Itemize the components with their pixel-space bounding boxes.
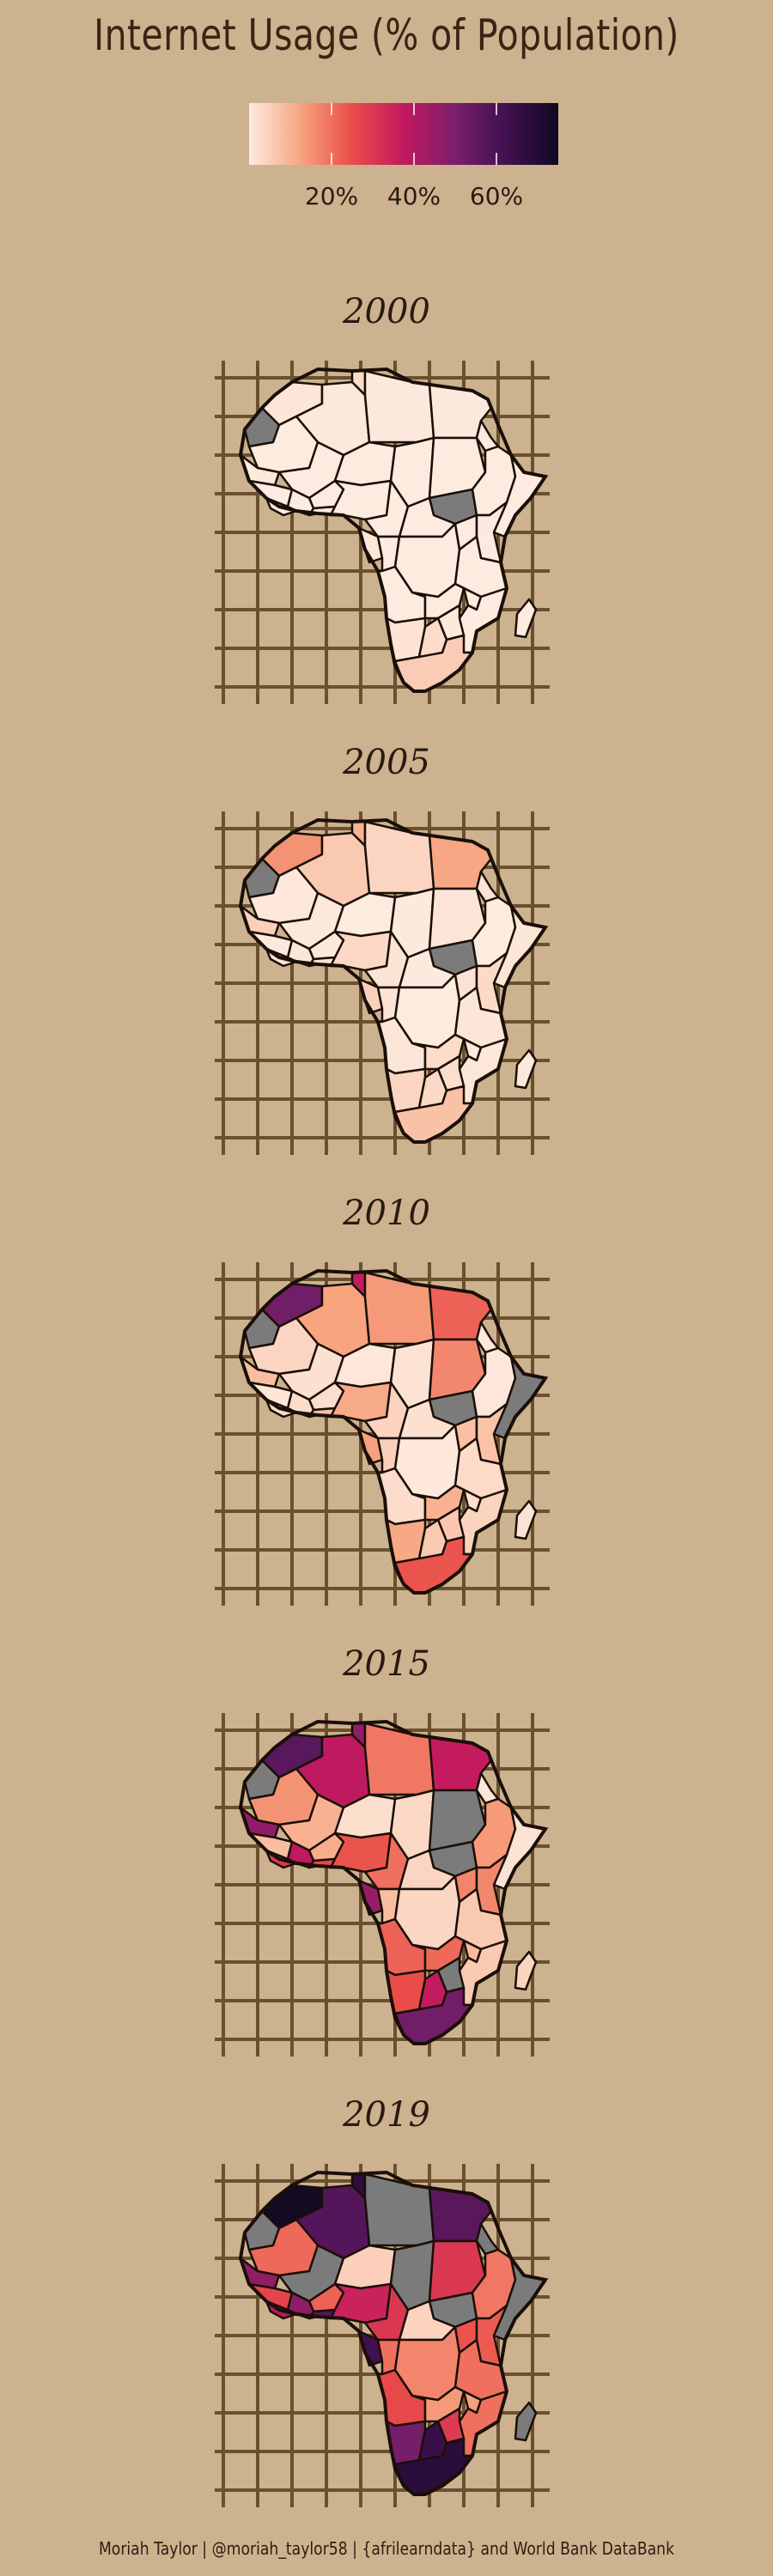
colorbar-tick-label: 40% — [387, 182, 441, 210]
map-panel-2015 — [215, 1704, 558, 2069]
colorbar-legend: 20% 40% 60% — [249, 103, 558, 210]
africa-map — [215, 811, 550, 1155]
africa-map — [215, 1262, 550, 1606]
africa-map — [215, 1713, 550, 2057]
caption: Moriah Taylor | @moriah_taylor58 | {afri… — [98, 2538, 675, 2559]
map-panel-2000 — [215, 352, 558, 716]
continent-outline — [238, 367, 549, 693]
map-panel-2010 — [215, 1254, 558, 1618]
country-nigeria — [329, 2282, 393, 2324]
country-madagascar — [514, 598, 538, 639]
country-nigeria — [329, 1381, 393, 1423]
country-nigeria — [329, 1832, 393, 1874]
continent-outline — [238, 817, 549, 1144]
panel-title-2015: 2015 — [343, 1644, 430, 1684]
africa-map — [215, 361, 550, 704]
map-panel-2019 — [215, 2155, 558, 2519]
panel-title-2010: 2010 — [343, 1194, 430, 1233]
country-libya — [363, 1722, 435, 1796]
africa-map — [215, 2164, 550, 2507]
continent-outline — [238, 1268, 549, 1595]
map-panel-2005 — [215, 803, 558, 1167]
panel-title-2005: 2005 — [343, 743, 430, 782]
country-eritrea — [475, 870, 500, 903]
country-eritrea — [475, 1321, 500, 1354]
panel-title-2019: 2019 — [343, 2095, 430, 2135]
continent-outline — [238, 2170, 549, 2496]
country-madagascar — [514, 2401, 538, 2442]
country-eritrea — [475, 419, 500, 453]
country-eritrea — [475, 1771, 500, 1805]
continent-outline — [238, 1719, 549, 2045]
country-nigeria — [329, 930, 393, 972]
country-libya — [363, 369, 435, 444]
country-madagascar — [514, 1048, 538, 1090]
country-madagascar — [514, 1950, 538, 1991]
country-libya — [363, 2172, 435, 2247]
chart-title: Internet Usage (% of Population) — [94, 10, 679, 60]
country-eritrea — [475, 2222, 500, 2256]
country-nigeria — [329, 479, 393, 521]
colorbar-gradient — [249, 103, 558, 165]
country-libya — [363, 1271, 435, 1346]
country-libya — [363, 820, 435, 895]
colorbar-tick-label: 60% — [470, 182, 523, 210]
panel-title-2000: 2000 — [343, 292, 430, 331]
colorbar-tick-label: 20% — [305, 182, 358, 210]
country-madagascar — [514, 1499, 538, 1540]
